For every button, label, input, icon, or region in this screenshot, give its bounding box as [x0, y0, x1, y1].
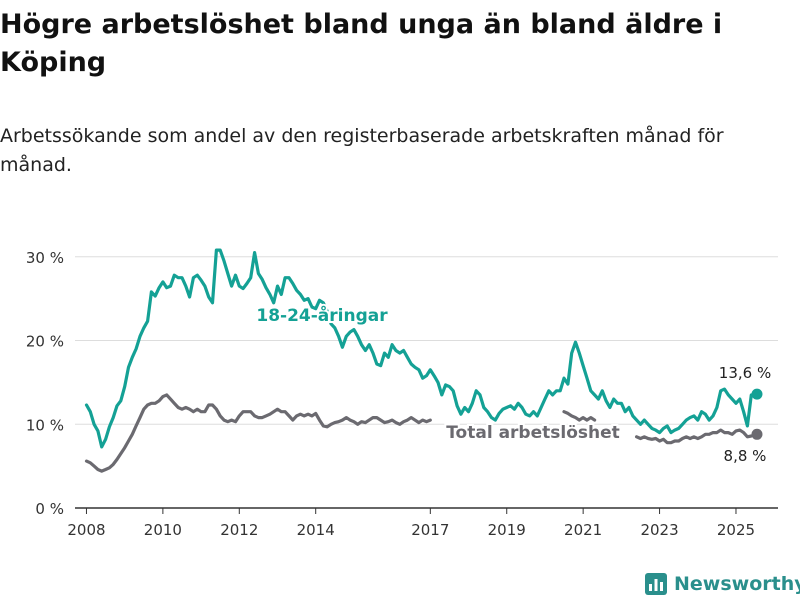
x-tick-label: 2023 — [640, 521, 678, 539]
series-label-total: Total arbetslöshet — [446, 423, 620, 443]
gridlines — [75, 256, 778, 509]
x-tick-label: 2012 — [220, 521, 258, 539]
chart-subtitle: Arbetssökande som andel av den registerb… — [0, 125, 724, 176]
series-label-youth: 18-24-åringar — [256, 304, 388, 326]
series-lines — [84, 248, 763, 473]
x-tick-label: 2019 — [488, 521, 526, 539]
x-tick-label: 2010 — [144, 521, 182, 539]
y-tick-label: 10 % — [26, 416, 64, 434]
x-tick-label: 2021 — [564, 521, 602, 539]
end-label-total: 8,8 % — [724, 447, 767, 465]
brand-logo: Newsworthy — [645, 570, 800, 598]
axes: 0 % 10 % 20 % 30 % 2008 2010 2012 2014 2017 2019 2… — [26, 249, 778, 539]
end-point-total — [751, 428, 763, 440]
brand-name: Newsworthy — [674, 573, 800, 595]
end-point-youth — [751, 388, 763, 400]
end-label-youth: 13,6 % — [719, 364, 771, 382]
series-line-total — [635, 428, 759, 445]
series-line-total — [562, 410, 597, 422]
y-tick-label: 30 % — [26, 249, 64, 267]
series-line-total — [84, 393, 432, 473]
x-tick-label: 2017 — [411, 521, 449, 539]
bar-chart-icon — [645, 573, 667, 595]
series-line-youth — [84, 248, 759, 449]
y-tick-label: 20 % — [26, 333, 64, 351]
y-tick-label: 0 % — [35, 500, 64, 518]
x-tick-label: 2025 — [717, 521, 755, 539]
series-labels: 18-24-åringar Total arbetslöshet 13,6 % 8,8… — [254, 302, 773, 467]
x-tick-label: 2014 — [297, 521, 335, 539]
x-tick-label: 2008 — [67, 521, 105, 539]
chart-title: Högre arbetslöshet bland unga än bland ä… — [0, 9, 723, 78]
